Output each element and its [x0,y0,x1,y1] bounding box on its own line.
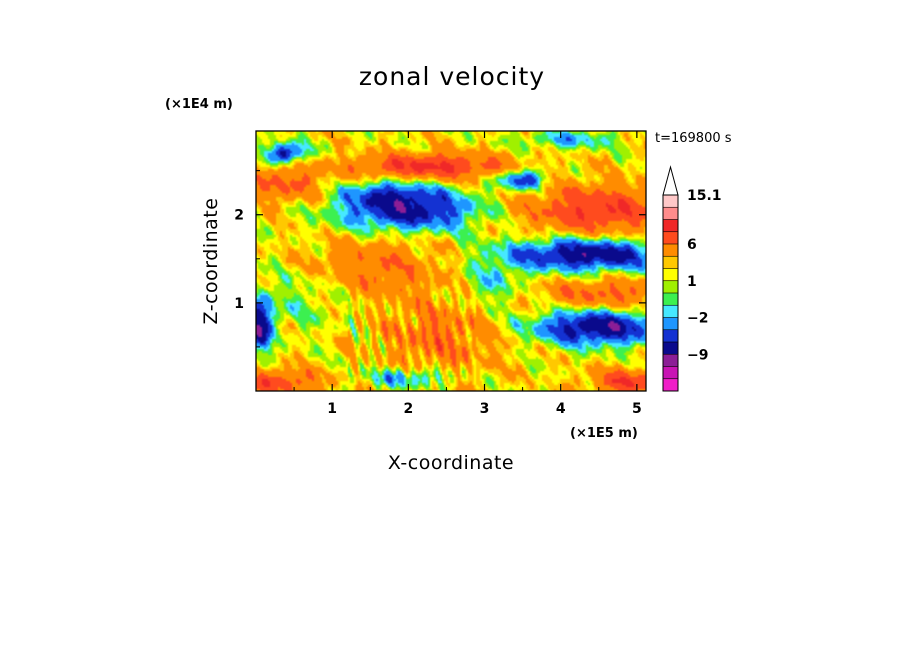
x-scale-label: (×1E5 m) [570,426,638,441]
colorbar-segment [663,329,678,342]
colorbar-segment [663,317,678,330]
x-axis: 1 2 3 4 5 [293,131,642,417]
x-tick-label: 3 [480,401,490,417]
colorbar-segment [663,207,678,220]
x-axis-label: X-coordinate [388,452,514,474]
colorbar-frame [662,194,679,392]
plot-area [255,130,647,392]
colorbar-segment [663,268,678,281]
colorbar-tick-label: −9 [687,347,708,363]
colorbar-segment [663,195,678,208]
y-axis-label: Z-coordinate [200,198,222,325]
y-tick-label: 2 [234,208,244,224]
colorbar-segment [663,342,678,355]
chart-title: zonal velocity [359,62,545,91]
y-axis: 12 [234,170,646,348]
colorbar-segment [663,256,678,269]
colorbar-segment [663,378,678,391]
y-scale-label: (×1E4 m) [165,97,233,112]
colorbar-segment [663,280,678,293]
colorbar: 15.1 6 1 −2 −9 [662,165,722,392]
x-tick-label: 4 [556,401,566,417]
x-tick-label: 5 [632,401,642,417]
colorbar-tick-label: −2 [687,311,708,327]
colorbar-segment [663,244,678,257]
x-tick-label: 2 [403,401,413,417]
colorbar-tick-label: 15.1 [687,188,722,204]
colorbar-segment [663,293,678,306]
x-tick-label: 1 [327,401,337,417]
colorbar-tick-label: 6 [687,237,697,253]
colorbar-segment [663,219,678,232]
colorbar-segment [663,354,678,367]
plot-frame [255,130,647,392]
colorbar-segment [663,366,678,379]
contour-field [256,131,646,391]
colorbar-tick-label: 1 [687,274,697,290]
colorbar-segment [663,231,678,244]
colorbar-segment [663,305,678,318]
colorbar-extend-arrow [662,165,679,196]
time-stamp: t=169800 s [655,131,732,146]
y-tick-label: 1 [234,296,244,312]
